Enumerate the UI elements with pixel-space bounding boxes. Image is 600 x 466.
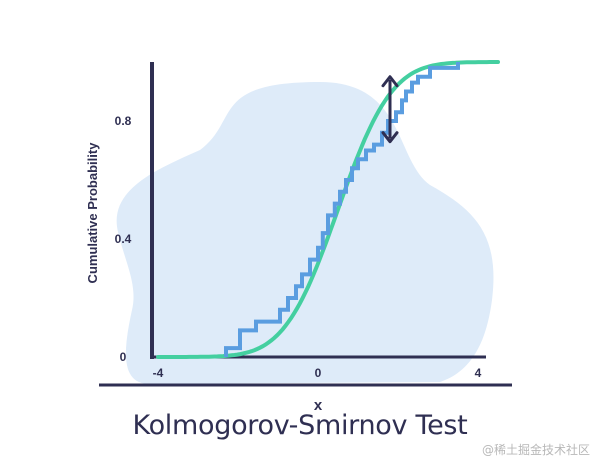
- ks-distance-arrow-head-top: [381, 75, 399, 88]
- y-tick-label: 0.4: [115, 232, 132, 246]
- x-tick-label: 4: [475, 366, 482, 380]
- x-axis-label: x: [314, 397, 323, 414]
- background-blob: [116, 82, 494, 384]
- ks-distance-arrow-head-bottom: [381, 131, 399, 144]
- watermark: @稀土掘金技术社区: [481, 443, 590, 457]
- y-tick-label: 0: [120, 350, 127, 364]
- theoretical-cdf-line: [156, 60, 500, 359]
- y-axis-label: Cumulative Probability: [85, 142, 100, 284]
- chart-caption: Kolmogorov-Smirnov Test: [132, 410, 468, 441]
- y-tick-label: 0.8: [115, 114, 132, 128]
- x-tick-label: -4: [153, 366, 164, 380]
- x-tick-label: 0: [315, 366, 322, 380]
- empirical-cdf-step-line: [224, 62, 460, 357]
